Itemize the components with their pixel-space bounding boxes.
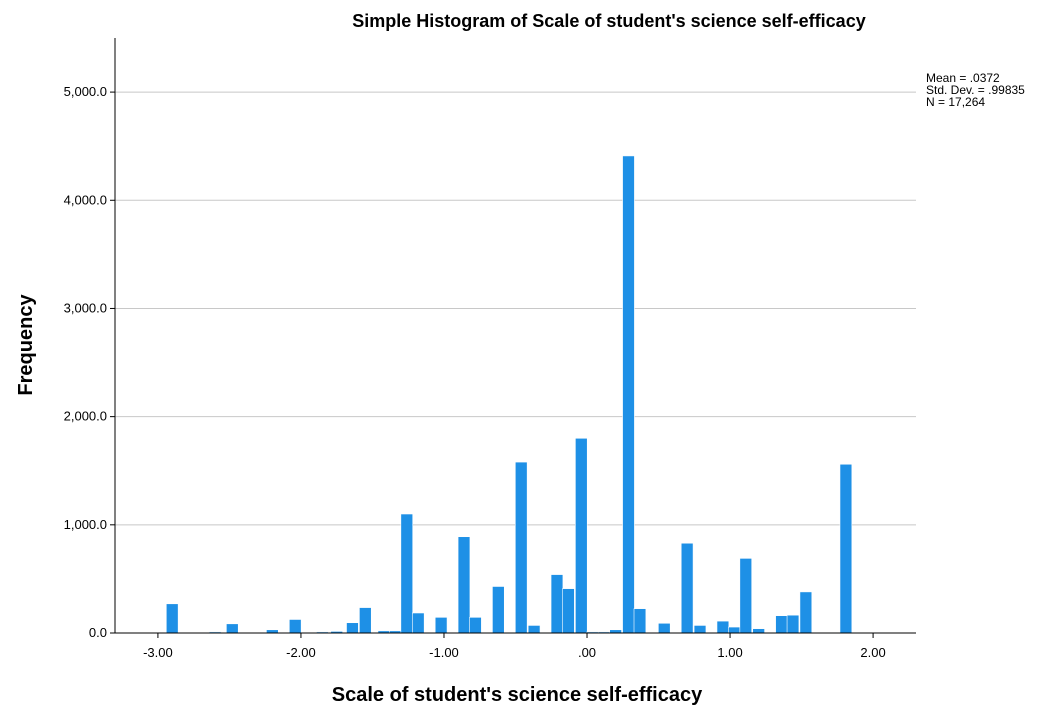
y-tick-label: 2,000.0 <box>64 409 107 424</box>
histogram-bar <box>680 542 694 634</box>
y-tick-label: 4,000.0 <box>64 192 107 207</box>
histogram-bar <box>775 615 788 634</box>
histogram-bar <box>839 463 853 634</box>
x-axis-ticks: -3.00 -2.00 -1.00 .00 1.00 2.00 <box>143 633 886 660</box>
gridlines <box>115 91 916 526</box>
histogram-bar <box>359 607 372 634</box>
y-tick-label: 5,000.0 <box>64 84 107 99</box>
histogram-bar <box>786 614 800 634</box>
histogram-bar <box>728 626 741 634</box>
histogram-bar <box>716 620 730 634</box>
histogram-bar <box>226 623 239 634</box>
y-axis-ticks: 0.0 1,000.0 2,000.0 3,000.0 4,000.0 5,000.0 <box>64 84 115 640</box>
x-tick-label: -3.00 <box>143 645 173 660</box>
histogram-bar <box>527 625 541 634</box>
histogram-bar <box>739 558 753 634</box>
histogram-bar <box>457 536 471 634</box>
x-tick-label: -1.00 <box>429 645 459 660</box>
chart-title: Simple Histogram of Scale of student's s… <box>352 11 865 31</box>
histogram-bar <box>693 625 707 634</box>
histogram-bar <box>492 586 505 634</box>
histogram-bars <box>165 155 853 634</box>
y-tick-label: 1,000.0 <box>64 517 107 532</box>
histogram-bar <box>346 622 359 634</box>
histogram-bar <box>633 608 647 634</box>
histogram-bar <box>622 155 635 634</box>
histogram-bar <box>288 619 302 634</box>
y-tick-label: 3,000.0 <box>64 300 107 315</box>
histogram-bar <box>514 461 528 634</box>
x-tick-label: 2.00 <box>860 645 885 660</box>
histogram-bar <box>165 603 179 634</box>
x-tick-label: 1.00 <box>717 645 742 660</box>
x-axis-title: Scale of student's science self-efficacy <box>332 684 703 706</box>
y-axis-title: Frequency <box>15 294 37 396</box>
histogram-bar <box>575 437 588 634</box>
histogram-bar <box>400 513 414 634</box>
histogram-bar <box>469 617 482 634</box>
stats-line: N = 17,264 <box>926 95 985 109</box>
histogram-bar <box>434 617 448 634</box>
histogram-bar <box>799 591 813 634</box>
stats-line: Std. Dev. = .99835 <box>926 83 1025 97</box>
histogram-bar <box>550 574 564 634</box>
histogram-bar <box>658 622 671 634</box>
stats-line: Mean = .0372 <box>926 71 1000 85</box>
histogram-bar <box>752 628 765 634</box>
histogram-bar <box>562 588 575 634</box>
y-tick-label: 0.0 <box>89 625 107 640</box>
x-tick-label: .00 <box>578 645 596 660</box>
x-tick-label: -2.00 <box>286 645 316 660</box>
histogram-bar <box>411 612 425 634</box>
